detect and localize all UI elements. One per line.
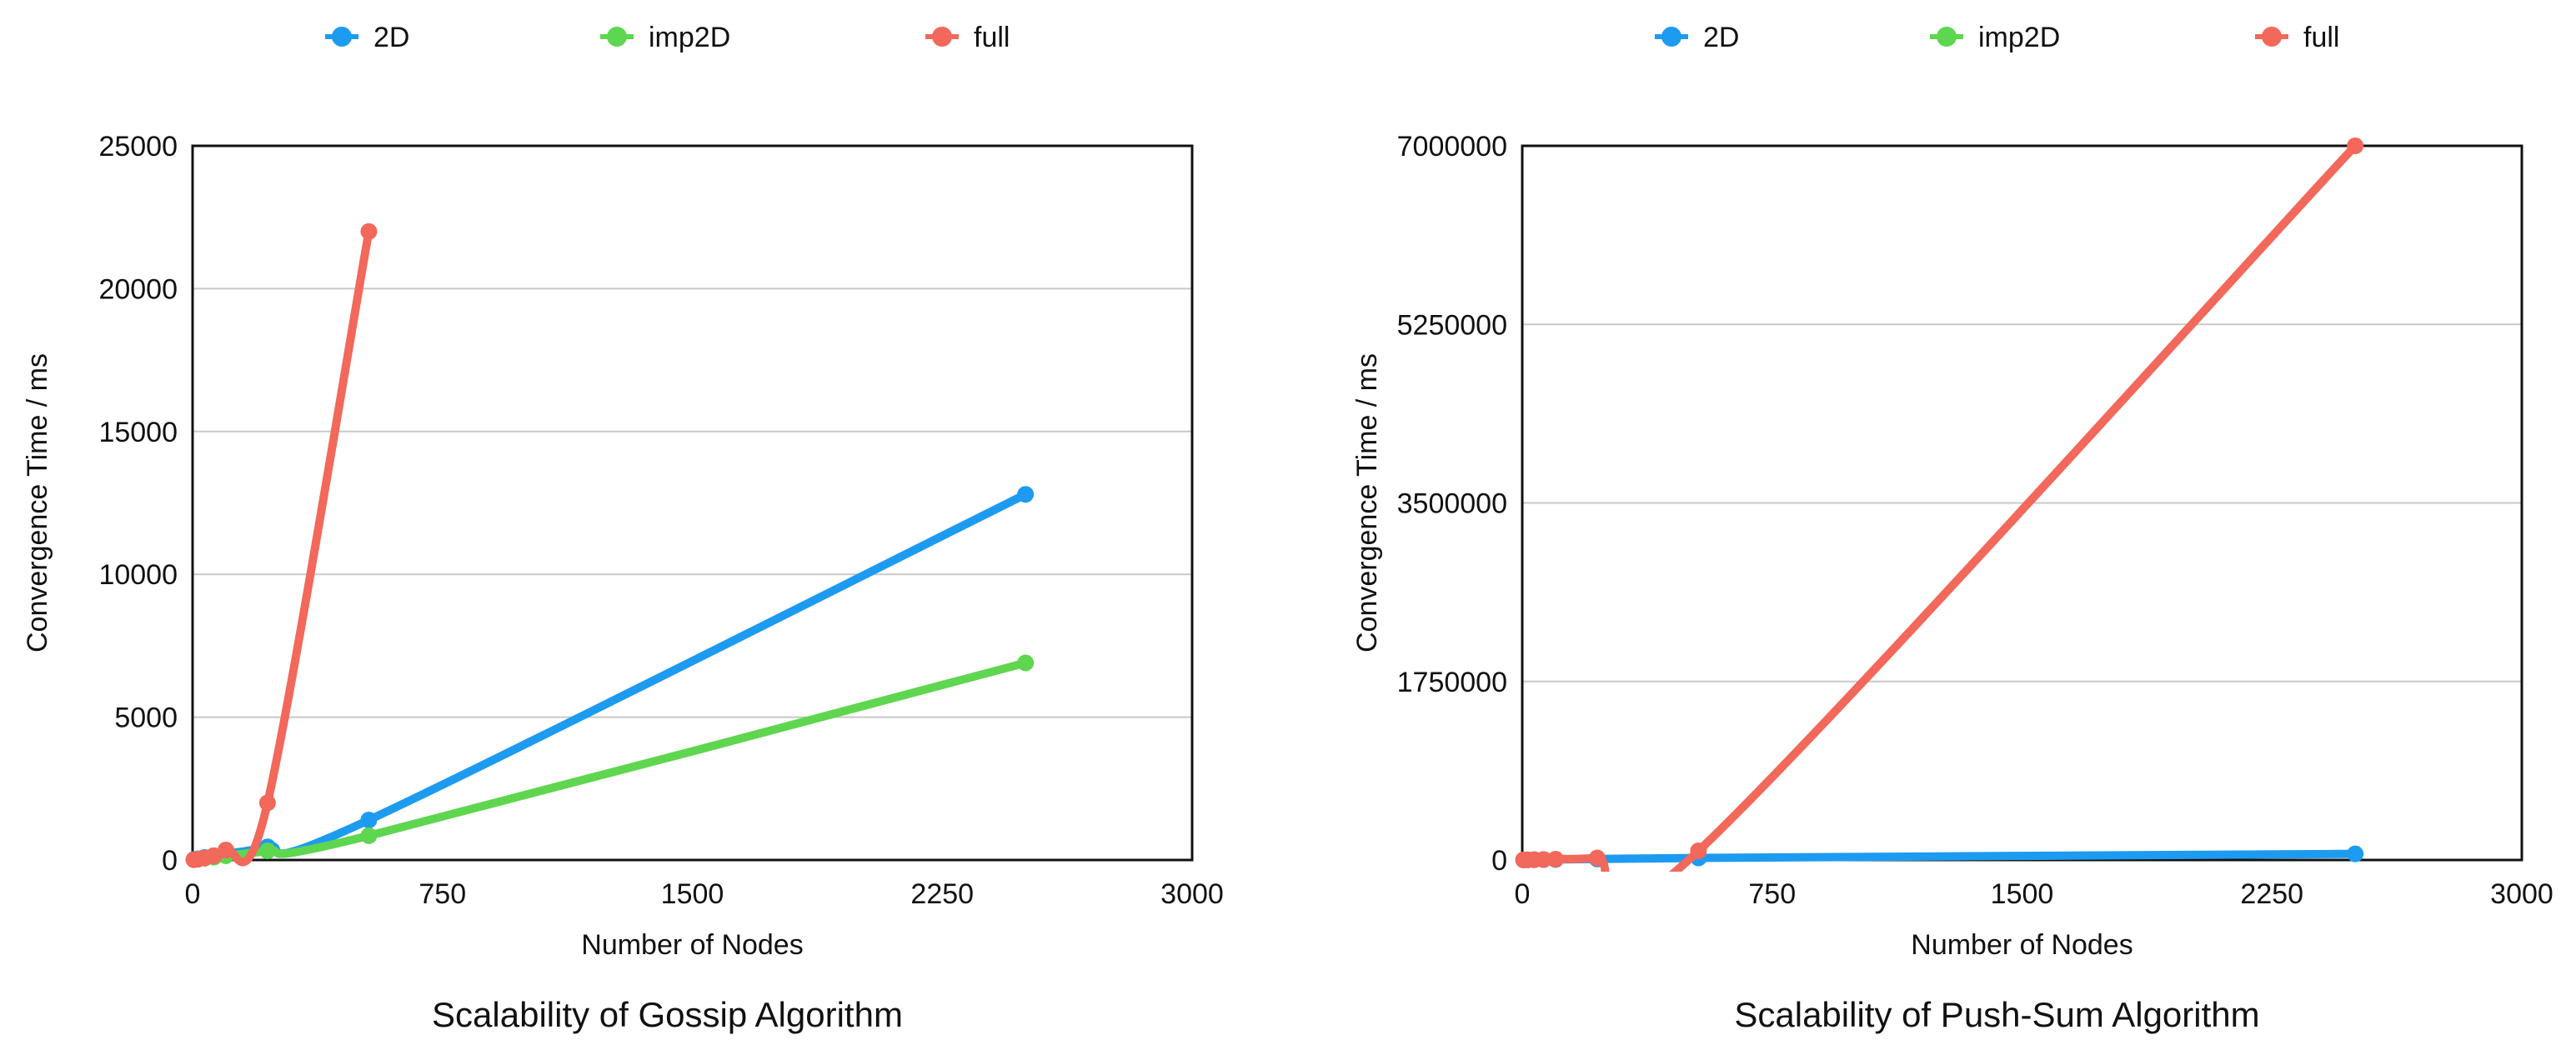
- legend-item-2D: 2D: [1655, 22, 1739, 53]
- x-tick-label: 0: [185, 878, 201, 910]
- y-tick-label: 10000: [98, 559, 178, 591]
- y-tick-label: 1750000: [1397, 667, 1507, 698]
- data-point-full: [1547, 851, 1564, 868]
- data-point-full: [1589, 850, 1606, 867]
- legend-marker: [607, 27, 627, 47]
- series-group: [186, 223, 1035, 868]
- legend-label: 2D: [1703, 22, 1739, 53]
- x-tick-label: 750: [418, 878, 466, 910]
- x-tick-label: 2250: [910, 878, 974, 910]
- legend-marker: [332, 27, 352, 47]
- legend-item-imp2D: imp2D: [600, 22, 730, 53]
- data-point-full: [259, 794, 276, 811]
- x-tick-label: 0: [1515, 878, 1531, 910]
- legend-label: full: [974, 22, 1010, 53]
- legend-label: full: [2303, 22, 2339, 53]
- data-point-2D: [2347, 846, 2363, 862]
- y-axis-title: Convergence Time / ms: [1351, 353, 1383, 652]
- legend-marker: [1661, 27, 1681, 47]
- legend-marker: [932, 27, 952, 47]
- chart-1: 0 5000 10000 15000 20000 25000 0 750 1500 2250 300…: [22, 22, 1224, 1034]
- data-point-imp2D: [259, 842, 276, 859]
- y-tick-label: 25000: [98, 131, 178, 162]
- x-tick-label: 3000: [1160, 878, 1224, 910]
- data-point-full: [2347, 138, 2363, 154]
- y-axis-title: Convergence Time / ms: [22, 353, 53, 652]
- y-tick-label: 0: [1491, 845, 1507, 877]
- x-axis-title: Number of Nodes: [1911, 929, 2132, 961]
- y-tick-label: 5250000: [1397, 309, 1507, 341]
- legend-item-imp2D: imp2D: [1930, 22, 2060, 53]
- y-tick-label: 0: [162, 845, 178, 877]
- series-line-imp2D: [194, 662, 1026, 859]
- legend-label: 2D: [373, 22, 409, 53]
- x-tick-label: 1500: [1991, 878, 2054, 910]
- legend-item-full: full: [925, 22, 1010, 53]
- x-tick-label: 3000: [2490, 878, 2553, 910]
- y-tick-label: 15000: [98, 417, 178, 448]
- y-tick-label: 20000: [98, 273, 178, 305]
- series-group: [1516, 138, 2364, 905]
- legend-label: imp2D: [649, 22, 730, 53]
- chart-title: Scalability of Push-Sum Algorithm: [1734, 995, 2259, 1034]
- x-tick-label: 1500: [661, 878, 724, 910]
- data-point-full: [1690, 842, 1706, 859]
- data-point-imp2D: [360, 828, 377, 844]
- x-axis-title: Number of Nodes: [581, 929, 803, 961]
- chart-title: Scalability of Gossip Algorithm: [432, 995, 903, 1034]
- legend-marker: [2262, 27, 2282, 47]
- data-point-2D: [360, 812, 377, 828]
- y-tick-label: 7000000: [1397, 131, 1507, 162]
- x-tick-label: 2250: [2240, 878, 2303, 910]
- series-line-full: [1524, 146, 2356, 905]
- x-tick-label: 750: [1748, 878, 1796, 910]
- chart-2: 0 1750000 3500000 5250000 7000000 0 750 1500 225…: [1351, 22, 2553, 1034]
- legend-label: imp2D: [1978, 22, 2060, 53]
- data-point-full: [360, 223, 377, 240]
- series-line-full: [194, 232, 369, 862]
- legend-item-2D: 2D: [325, 22, 409, 53]
- data-point-2D: [1017, 486, 1034, 502]
- legend-marker: [1937, 27, 1957, 47]
- data-point-full: [218, 842, 234, 858]
- y-tick-label: 3500000: [1397, 488, 1507, 520]
- legend-item-full: full: [2255, 22, 2339, 53]
- y-tick-label: 5000: [114, 702, 178, 734]
- data-point-imp2D: [1017, 654, 1034, 671]
